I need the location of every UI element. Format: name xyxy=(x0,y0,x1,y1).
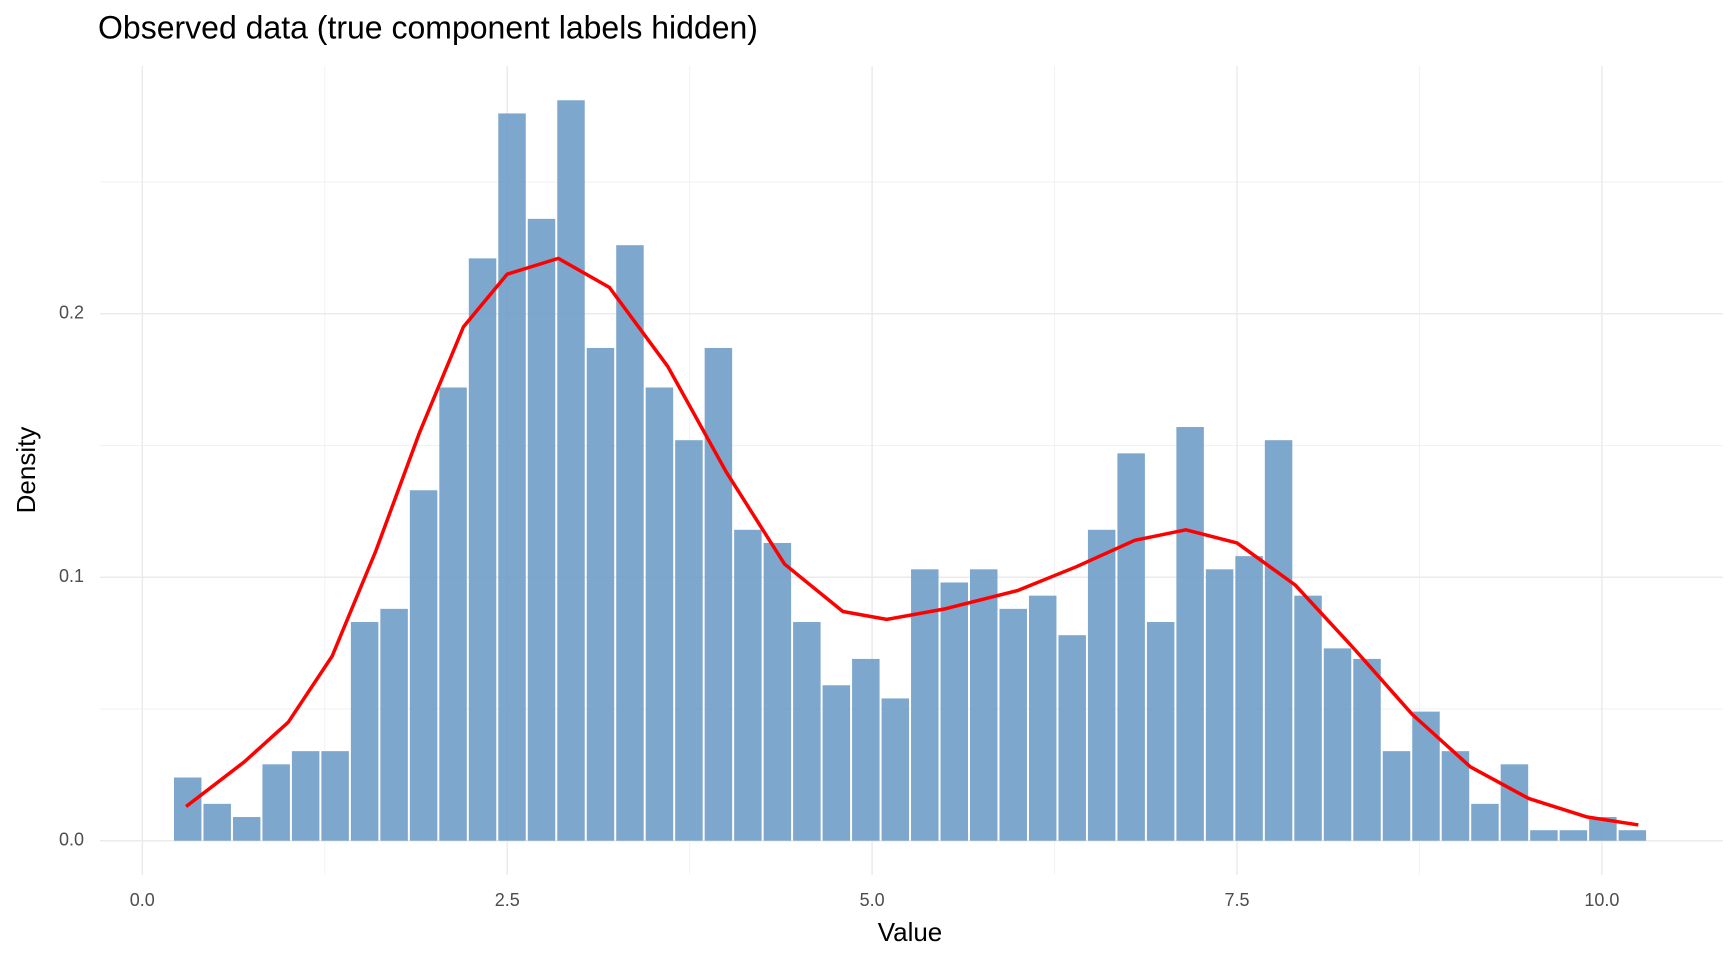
bar xyxy=(645,387,674,841)
y-tick-label: 0.1 xyxy=(59,566,84,586)
bar xyxy=(232,817,261,841)
bar xyxy=(999,608,1027,841)
y-axis-label: Density xyxy=(11,427,41,514)
bar xyxy=(1618,830,1647,841)
bar xyxy=(616,245,644,841)
bar xyxy=(1412,711,1440,841)
bar xyxy=(586,347,615,841)
chart-title: Observed data (true component labels hid… xyxy=(98,9,758,45)
bar xyxy=(675,440,703,841)
bar xyxy=(1087,529,1116,841)
x-tick-label: 0.0 xyxy=(130,890,155,910)
bar xyxy=(1441,751,1470,841)
x-tick-label: 5.0 xyxy=(860,890,885,910)
bar xyxy=(262,764,290,841)
bar xyxy=(1471,803,1499,841)
bar xyxy=(557,100,585,841)
bar xyxy=(1176,427,1204,841)
bar xyxy=(1146,622,1175,841)
bar xyxy=(1028,595,1057,841)
bar xyxy=(1205,569,1234,841)
bar xyxy=(1294,595,1322,841)
bar xyxy=(173,777,202,841)
bar xyxy=(1117,453,1145,841)
x-tick-label: 2.5 xyxy=(495,890,520,910)
y-tick-label: 0.0 xyxy=(59,829,84,849)
bar xyxy=(1264,440,1293,841)
bar xyxy=(350,622,379,841)
bar xyxy=(380,608,408,841)
bar xyxy=(1559,830,1588,841)
bar xyxy=(852,658,880,841)
bar xyxy=(1323,648,1352,841)
bar xyxy=(409,490,438,841)
bar xyxy=(1589,817,1617,841)
bar xyxy=(321,751,349,841)
bar xyxy=(468,258,497,841)
x-tick-label: 7.5 xyxy=(1224,890,1249,910)
bar xyxy=(822,685,851,841)
bar xyxy=(734,529,762,841)
bar xyxy=(1353,658,1381,841)
bar xyxy=(291,751,320,841)
bar xyxy=(970,569,998,841)
bar xyxy=(527,218,556,841)
bar xyxy=(763,542,792,841)
bar xyxy=(439,387,467,841)
bar xyxy=(940,582,969,841)
bar xyxy=(1530,830,1558,841)
bar xyxy=(203,803,231,841)
x-axis-label: Value xyxy=(878,917,943,947)
bar xyxy=(1382,751,1411,841)
y-tick-label: 0.2 xyxy=(59,302,84,322)
bar xyxy=(793,622,821,841)
density-line xyxy=(185,256,1639,827)
bar xyxy=(881,698,910,841)
bar xyxy=(704,347,733,841)
bar xyxy=(1500,764,1529,841)
x-tick-label: 10.0 xyxy=(1584,890,1619,910)
bar xyxy=(498,113,526,841)
bar xyxy=(1235,556,1263,841)
bar xyxy=(1058,635,1086,841)
